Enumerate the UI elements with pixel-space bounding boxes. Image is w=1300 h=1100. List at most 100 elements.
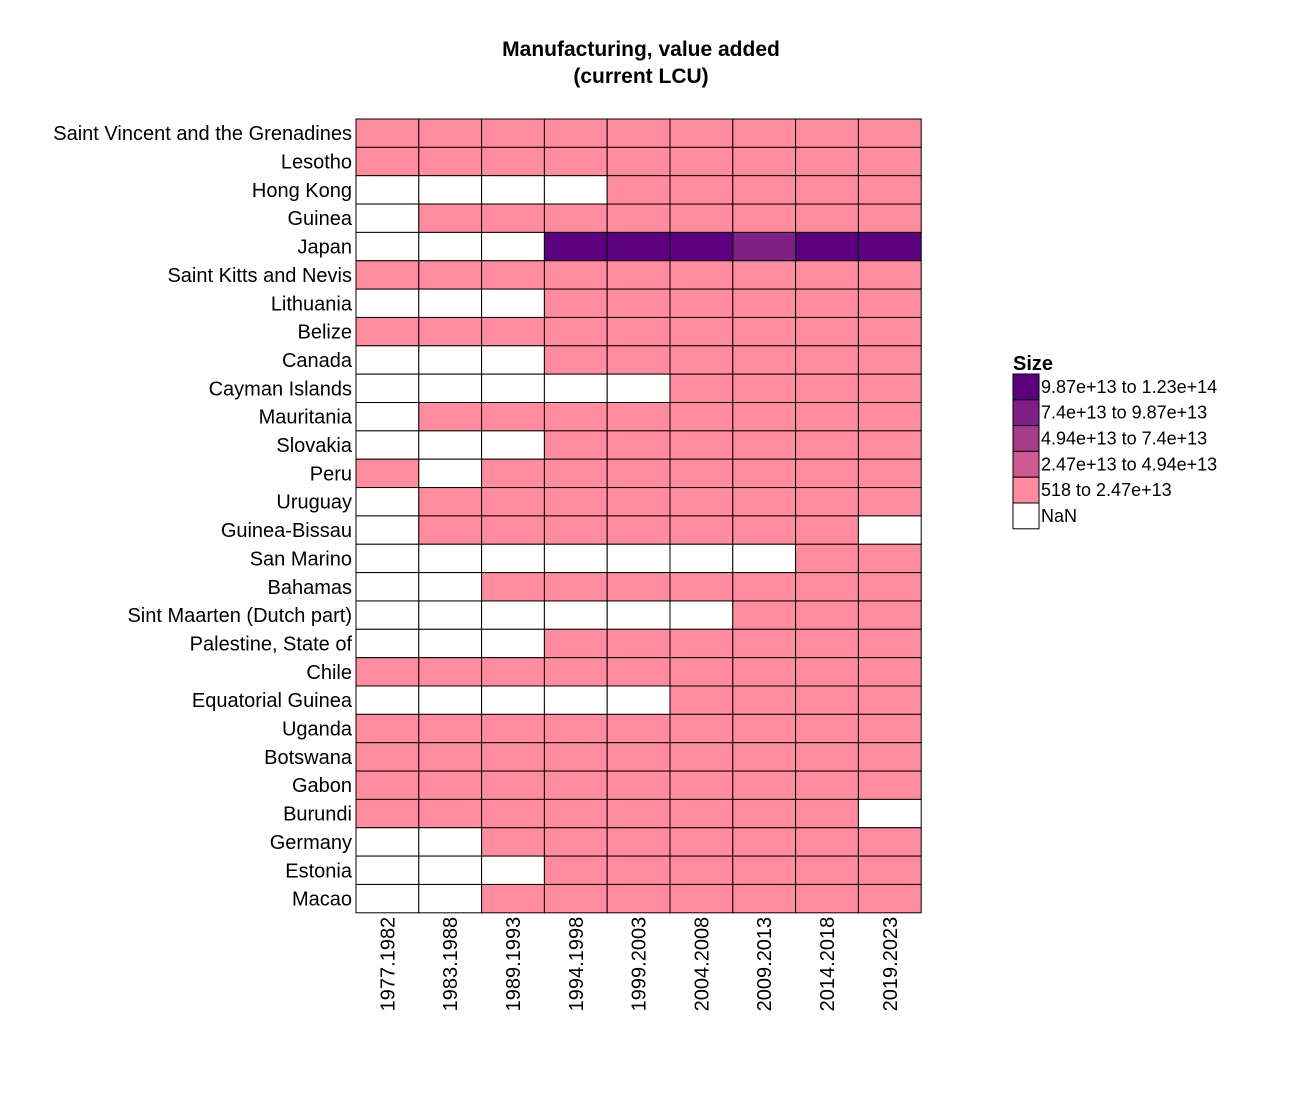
heatmap-cell — [606, 118, 671, 148]
heatmap-cell — [669, 827, 734, 857]
heatmap-cell — [857, 118, 922, 148]
heatmap-cell — [857, 146, 922, 177]
heatmap-cell — [606, 402, 671, 432]
heatmap-cell — [418, 798, 483, 829]
legend-swatch — [1012, 476, 1040, 504]
heatmap-cell — [857, 855, 922, 885]
heatmap-cell — [795, 798, 859, 829]
heatmap-cell — [669, 713, 734, 744]
y-tick-label: Guinea-Bissau — [221, 520, 352, 542]
y-tick-label: Macao — [292, 889, 352, 911]
heatmap-cell — [669, 373, 734, 403]
heatmap-cell — [732, 515, 797, 545]
y-tick-label: Equatorial Guinea — [192, 690, 353, 712]
y-tick-label: Slovakia — [276, 435, 352, 457]
heatmap-cell — [857, 600, 922, 630]
heatmap-cell — [481, 713, 545, 744]
heatmap-cell — [732, 260, 797, 290]
heatmap-cell — [606, 543, 671, 574]
heatmap-cell — [543, 345, 608, 375]
heatmap-cell — [355, 883, 420, 914]
heatmap-cell — [355, 373, 420, 403]
heatmap-cell — [481, 345, 545, 375]
heatmap-cell — [418, 657, 483, 687]
heatmap-cell — [795, 260, 859, 290]
heatmap-cell — [669, 260, 734, 290]
heatmap-cell — [418, 430, 483, 460]
chart-title-line2: (current LCU) — [573, 65, 708, 88]
heatmap-cell — [857, 345, 922, 375]
heatmap-cell — [669, 345, 734, 375]
x-tick-label: 1999.2003 — [629, 917, 651, 1012]
heatmap-cell — [418, 685, 483, 715]
legend-title: Size — [1013, 353, 1053, 375]
heatmap-cell — [543, 798, 608, 829]
heatmap-cell — [543, 713, 608, 744]
heatmap-cell — [795, 373, 859, 403]
legend-swatch — [1012, 425, 1040, 452]
heatmap-cell — [606, 628, 671, 659]
heatmap-cell — [795, 458, 859, 489]
heatmap-cell — [543, 458, 608, 489]
heatmap-cell — [543, 288, 608, 318]
heatmap-cell — [732, 628, 797, 659]
legend-swatch — [1012, 399, 1040, 427]
x-tick-label: 2004.2008 — [691, 917, 713, 1012]
heatmap-cell — [857, 713, 922, 744]
y-tick-label: Cayman Islands — [209, 378, 352, 400]
heatmap-cell — [481, 798, 545, 829]
heatmap-cell — [669, 146, 734, 177]
y-tick-label: Guinea — [288, 208, 353, 230]
heatmap-cell — [418, 175, 483, 205]
heatmap-cell — [669, 402, 734, 432]
heatmap-cell — [732, 203, 797, 233]
heatmap-cell — [857, 288, 922, 318]
y-tick-label: Lesotho — [281, 152, 352, 174]
heatmap-cell — [543, 430, 608, 460]
heatmap-cell — [857, 231, 922, 262]
heatmap-cell — [418, 855, 483, 885]
y-tick-label: Estonia — [285, 860, 353, 882]
heatmap-cell — [795, 827, 859, 857]
heatmap-cell — [795, 402, 859, 432]
legend-swatch — [1012, 502, 1040, 530]
y-tick-label: Saint Vincent and the Grenadines — [53, 123, 352, 145]
heatmap-cell — [481, 600, 545, 630]
heatmap-cell — [732, 231, 797, 262]
heatmap-cell — [543, 373, 608, 403]
heatmap-cell — [795, 770, 859, 800]
heatmap-cell — [543, 543, 608, 574]
heatmap-cell — [857, 316, 922, 347]
legend: Size 9.87e+13 to 1.23e+14 7.4e+13 to 9.87… — [1012, 353, 1217, 530]
heatmap-cell — [795, 231, 859, 262]
heatmap-cell — [795, 685, 859, 715]
heatmap-cell — [543, 146, 608, 177]
heatmap-cell — [732, 657, 797, 687]
legend-swatch — [1012, 450, 1040, 478]
heatmap-cell — [543, 515, 608, 545]
heatmap-cell — [543, 855, 608, 885]
heatmap-cell — [795, 487, 859, 517]
chart-title-line1: Manufacturing, value added — [502, 38, 780, 61]
heatmap-cell — [543, 572, 608, 602]
heatmap-cell — [481, 515, 545, 545]
heatmap-cell — [606, 373, 671, 403]
heatmap-cell — [795, 515, 859, 545]
heatmap-cell — [669, 175, 734, 205]
heatmap-cell — [481, 288, 545, 318]
heatmap-cell — [481, 146, 545, 177]
heatmap-cell — [795, 316, 859, 347]
heatmap-cell — [355, 231, 420, 262]
heatmap-cell — [857, 685, 922, 715]
heatmap-cell — [355, 203, 420, 233]
heatmap-cell — [669, 770, 734, 800]
heatmap-cell — [418, 515, 483, 545]
heatmap-cell — [732, 430, 797, 460]
heatmap-cell — [355, 855, 420, 885]
heatmap-cell — [481, 827, 545, 857]
heatmap-cell — [418, 883, 483, 914]
heatmap-cell — [355, 657, 420, 687]
y-axis-labels: Saint Vincent and the Grenadines Lesotho H… — [53, 123, 353, 910]
heatmap-cell — [355, 316, 420, 347]
heatmap-cell — [606, 742, 671, 772]
